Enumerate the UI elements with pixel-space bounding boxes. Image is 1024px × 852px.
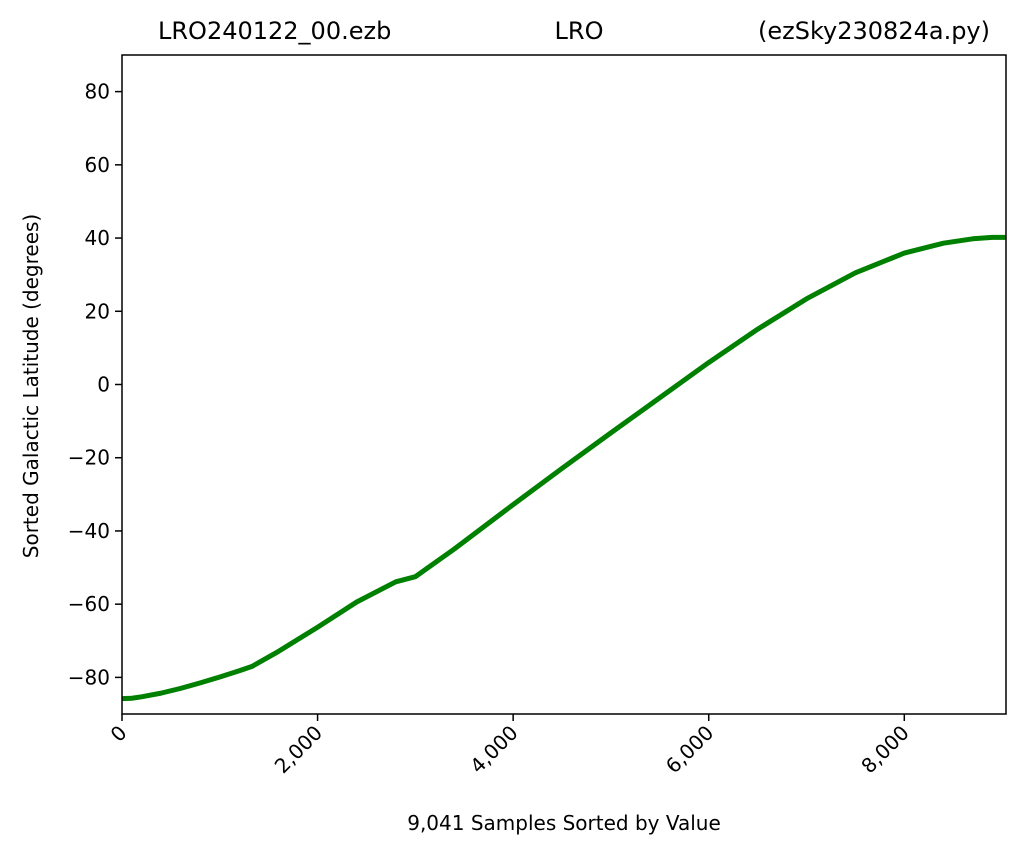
y-tick-label: −20 bbox=[68, 446, 110, 470]
y-tick-label: 20 bbox=[85, 299, 110, 323]
series-line-0 bbox=[121, 234, 1006, 702]
y-tick-label: 60 bbox=[85, 153, 110, 177]
y-tick-label: 0 bbox=[97, 373, 110, 397]
y-tick-label: −40 bbox=[68, 519, 110, 543]
y-tick-label: 40 bbox=[85, 226, 110, 250]
y-tick-label: 80 bbox=[85, 80, 110, 104]
chart-title-center: LRO bbox=[555, 17, 604, 45]
plot-area bbox=[121, 234, 1006, 702]
y-tick-label: −60 bbox=[68, 592, 110, 616]
y-axis-label: Sorted Galactic Latitude (degrees) bbox=[19, 214, 43, 558]
chart-title-right: (ezSky230824a.py) bbox=[758, 17, 990, 45]
x-axis-label: 9,041 Samples Sorted by Value bbox=[407, 811, 721, 835]
y-tick-label: −80 bbox=[68, 665, 110, 689]
y-axis: 80 60 40 20 0 −20 −40 −60 −80 bbox=[68, 80, 122, 689]
chart-title-left: LRO240122_00.ezb bbox=[158, 17, 391, 45]
